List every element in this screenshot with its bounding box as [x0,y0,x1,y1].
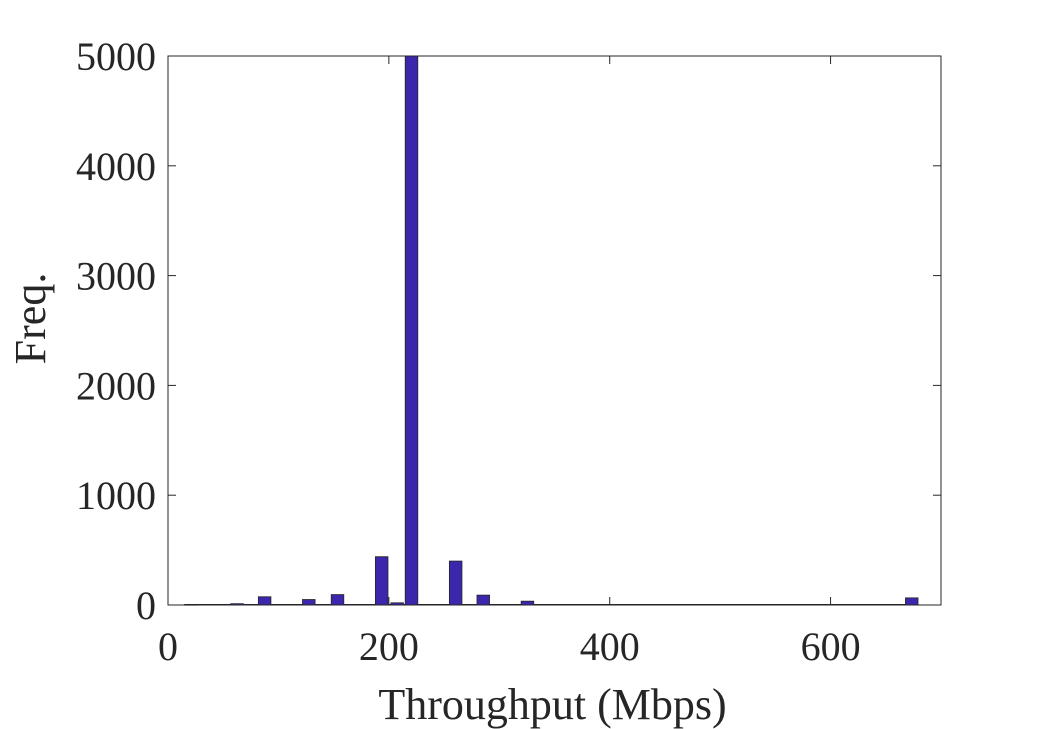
y-tick-label-2000: 2000 [76,363,156,408]
bar-3 [257,596,272,606]
x-tick-label-600: 600 [801,624,861,669]
x-tick-label-200: 200 [359,624,419,669]
y-tick-label-3000: 3000 [76,254,156,299]
bar-6 [374,556,389,606]
bar-5 [330,594,345,606]
bar-8 [404,55,419,606]
y-axis-label: Freq. [6,273,55,365]
y-tick-label-0: 0 [136,583,156,628]
bar-9 [448,560,463,606]
y-tick-label-5000: 5000 [76,34,156,79]
bar-11 [520,600,535,606]
y-tick-label-4000: 4000 [76,144,156,189]
bar-10 [476,594,490,606]
x-axis-label: Throughput (Mbps) [378,680,726,729]
plot-area-frame [167,55,942,606]
bar-4 [302,599,316,606]
x-tick-label-0: 0 [158,624,178,669]
ticks-group: 0 200 400 600 0 1000 2000 3000 4000 5000 [76,34,941,669]
bars-group [183,55,919,606]
y-tick-label-1000: 1000 [76,473,156,518]
bar-12 [905,597,919,606]
x-tick-label-400: 400 [580,624,640,669]
